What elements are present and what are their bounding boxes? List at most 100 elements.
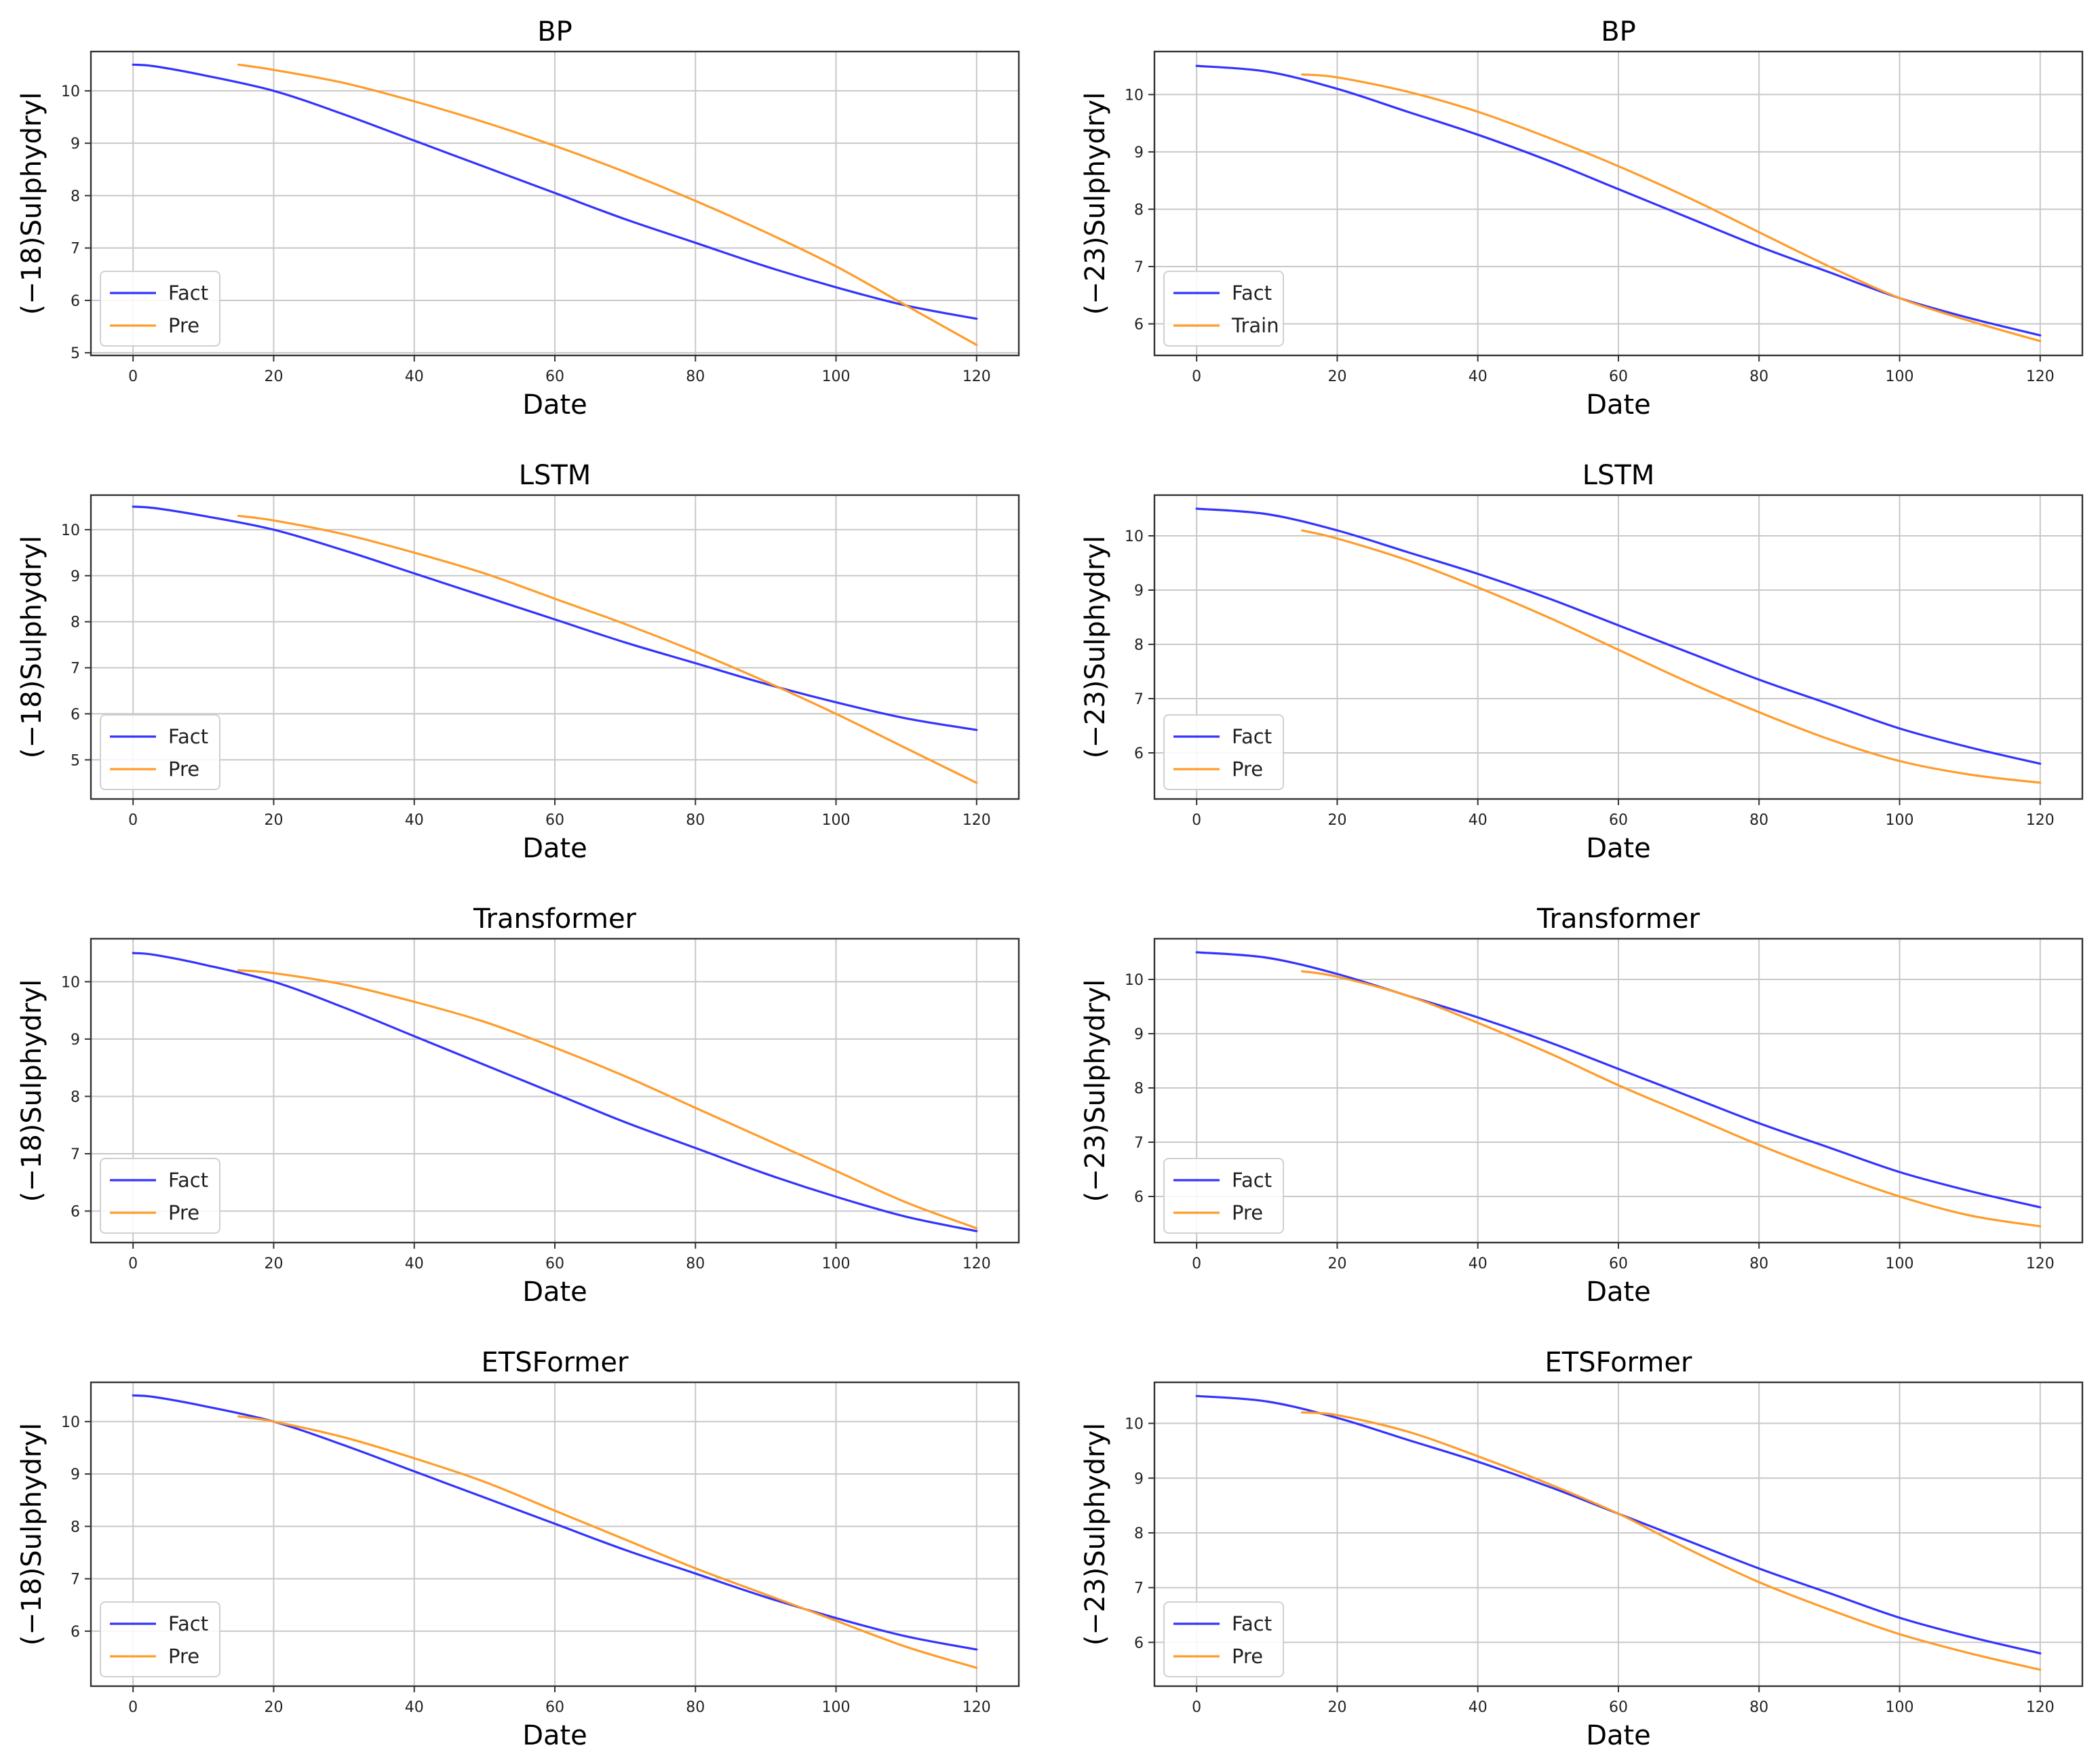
x-tick-label: 100 xyxy=(822,812,851,829)
y-tick-label: 8 xyxy=(1134,1525,1144,1542)
x-tick-label: 60 xyxy=(1609,368,1628,385)
x-tick-label: 60 xyxy=(545,812,564,829)
legend: Fact Pre xyxy=(1163,1158,1284,1234)
x-axis-label: Date xyxy=(522,833,587,864)
x-tick-label: 80 xyxy=(686,812,705,829)
x-tick-label: 20 xyxy=(264,812,283,829)
x-tick-label: 120 xyxy=(962,812,991,829)
y-tick-label: 8 xyxy=(1134,201,1144,218)
x-tick-label: 40 xyxy=(405,1699,424,1716)
chart-panel: ETSFormer 0 20 40 60 80 100 120 6 7 8 9 10 Date (−23)S… xyxy=(1080,1347,2084,1751)
series-line-fact xyxy=(1195,507,2042,765)
chart-panel: BP 0 20 40 60 80 100 120 5 6 7 8 9 10 Date (−18)Sulphyd… xyxy=(16,16,1020,421)
y-axis-label: (−18)Sulphydryl xyxy=(16,536,47,759)
x-tick-label: 100 xyxy=(822,1699,851,1716)
chart-panel: LSTM 0 20 40 60 80 100 120 5 6 7 8 9 10 Date (−18)Sulph… xyxy=(16,460,1020,864)
x-tick-label: 60 xyxy=(1609,1255,1628,1272)
x-tick-label: 0 xyxy=(1192,812,1201,829)
legend-box xyxy=(100,1158,220,1234)
legend-label: Fact xyxy=(168,1169,208,1192)
x-tick-label: 100 xyxy=(1886,368,1914,385)
x-axis-label: Date xyxy=(522,1720,587,1751)
series-line-train xyxy=(1301,73,2042,343)
y-axis-label: (−23)Sulphydryl xyxy=(1080,1423,1111,1646)
legend: Fact Pre xyxy=(100,1601,220,1677)
series-line-fact xyxy=(132,1394,978,1651)
x-tick-label: 80 xyxy=(686,368,705,385)
y-tick-label: 8 xyxy=(1134,637,1144,654)
x-axis-label: Date xyxy=(1586,1720,1651,1751)
x-tick-label: 60 xyxy=(545,368,564,385)
x-tick-label: 100 xyxy=(1886,1699,1914,1716)
legend-label: Pre xyxy=(168,314,199,337)
x-tick-label: 120 xyxy=(2026,1255,2055,1272)
series-line-pre xyxy=(237,1415,978,1669)
x-tick-label: 60 xyxy=(1609,1699,1628,1716)
y-tick-label: 7 xyxy=(1134,1580,1144,1597)
y-tick-label: 5 xyxy=(71,752,80,769)
legend-label: Pre xyxy=(1232,758,1263,781)
y-tick-label: 9 xyxy=(71,1032,80,1049)
x-tick-label: 80 xyxy=(1749,368,1768,385)
chart-panel: BP 0 20 40 60 80 100 120 6 7 8 9 10 Date (−23)Sulphydr… xyxy=(1080,16,2084,421)
y-tick-label: 6 xyxy=(71,293,80,310)
y-tick-label: 9 xyxy=(71,1466,80,1483)
x-tick-label: 120 xyxy=(2026,1699,2055,1716)
legend-box xyxy=(1163,271,1284,347)
legend-label: Pre xyxy=(168,758,199,781)
y-tick-label: 7 xyxy=(71,661,80,678)
y-tick-label: 10 xyxy=(1125,972,1144,989)
x-tick-label: 80 xyxy=(1749,1255,1768,1272)
legend-label: Fact xyxy=(1232,281,1272,305)
x-tick-label: 120 xyxy=(962,1699,991,1716)
legend-label: Fact xyxy=(168,281,208,305)
chart-panel: ETSFormer 0 20 40 60 80 100 120 6 7 8 9 10 Date (−18)S… xyxy=(16,1347,1020,1751)
x-tick-label: 60 xyxy=(1609,812,1628,829)
x-axis-label: Date xyxy=(1586,833,1651,864)
series-line-fact xyxy=(1195,951,2042,1209)
y-tick-label: 10 xyxy=(1125,528,1144,545)
x-tick-label: 120 xyxy=(962,368,991,385)
x-tick-label: 120 xyxy=(2026,812,2055,829)
y-tick-label: 7 xyxy=(71,241,80,258)
chart-title: Transformer xyxy=(1536,903,1700,935)
chart-panel: Transformer 0 20 40 60 80 100 120 6 7 8 9 10 Date (−23… xyxy=(1080,903,2084,1308)
chart-panel: LSTM 0 20 40 60 80 100 120 6 7 8 9 10 Date (−23)Sulphy… xyxy=(1080,460,2084,864)
y-tick-label: 5 xyxy=(71,345,80,362)
x-tick-label: 100 xyxy=(1886,812,1914,829)
legend-label: Fact xyxy=(1232,725,1272,748)
y-axis-label: (−23)Sulphydryl xyxy=(1080,979,1111,1203)
legend-box xyxy=(100,714,220,790)
x-tick-label: 100 xyxy=(822,368,851,385)
x-tick-label: 0 xyxy=(1192,1699,1201,1716)
series-line-pre xyxy=(237,969,978,1230)
x-tick-label: 40 xyxy=(1469,1255,1488,1272)
x-tick-label: 100 xyxy=(1886,1255,1914,1272)
x-tick-label: 40 xyxy=(405,1255,424,1272)
x-tick-label: 120 xyxy=(2026,368,2055,385)
legend-label: Fact xyxy=(168,1612,208,1635)
x-tick-label: 0 xyxy=(128,812,138,829)
y-tick-label: 6 xyxy=(71,1624,80,1641)
series-line-fact xyxy=(132,505,978,731)
y-tick-label: 6 xyxy=(1134,1189,1144,1206)
x-tick-label: 60 xyxy=(545,1699,564,1716)
legend-box xyxy=(100,1601,220,1677)
y-tick-label: 7 xyxy=(1134,691,1144,708)
x-tick-label: 40 xyxy=(405,812,424,829)
legend-label: Pre xyxy=(1232,1201,1263,1224)
y-tick-label: 6 xyxy=(71,706,80,723)
legend: Fact Pre xyxy=(100,1158,220,1234)
y-tick-label: 10 xyxy=(61,83,80,100)
y-tick-label: 6 xyxy=(1134,745,1144,762)
y-axis-label: (−18)Sulphydryl xyxy=(16,979,47,1203)
x-tick-label: 100 xyxy=(822,1255,851,1272)
y-tick-label: 6 xyxy=(1134,317,1144,334)
x-tick-label: 80 xyxy=(686,1699,705,1716)
series-line-pre xyxy=(1301,1411,2042,1671)
x-tick-label: 80 xyxy=(1749,1699,1768,1716)
chart-title: ETSFormer xyxy=(1545,1347,1692,1378)
y-axis-label: (−23)Sulphydryl xyxy=(1080,92,1111,315)
legend-label: Pre xyxy=(1232,1645,1263,1668)
y-axis-label: (−23)Sulphydryl xyxy=(1080,536,1111,759)
